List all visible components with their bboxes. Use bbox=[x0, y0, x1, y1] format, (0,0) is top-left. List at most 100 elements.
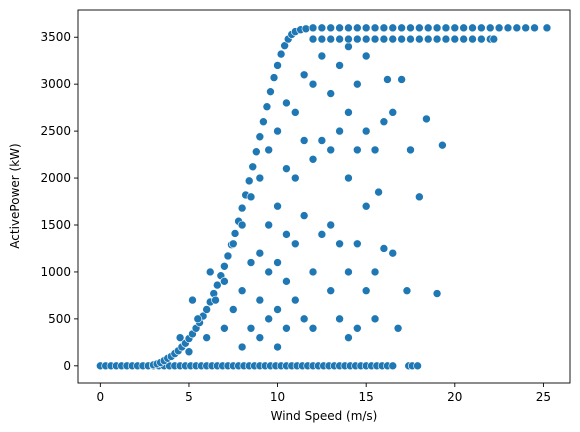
data-point bbox=[246, 323, 256, 333]
data-point bbox=[246, 258, 256, 267]
data-point bbox=[503, 23, 513, 33]
data-point bbox=[273, 342, 282, 352]
data-point bbox=[255, 295, 265, 305]
data-point bbox=[308, 323, 318, 333]
data-point bbox=[361, 51, 371, 61]
y-tick-label: 1000 bbox=[40, 265, 71, 279]
data-point bbox=[361, 34, 371, 44]
x-tick-label: 25 bbox=[536, 390, 551, 404]
data-point bbox=[273, 305, 282, 314]
data-point bbox=[361, 201, 371, 211]
data-point bbox=[477, 34, 486, 44]
data-point bbox=[326, 286, 336, 296]
data-point bbox=[379, 117, 389, 127]
data-point bbox=[335, 61, 344, 70]
data-point bbox=[388, 108, 398, 117]
data-point bbox=[542, 23, 552, 33]
data-point bbox=[379, 23, 389, 33]
data-point bbox=[237, 203, 247, 213]
data-point bbox=[205, 267, 215, 277]
data-point bbox=[317, 51, 327, 61]
data-point bbox=[353, 145, 362, 155]
data-point bbox=[290, 239, 300, 249]
data-point bbox=[344, 108, 353, 117]
data-point bbox=[477, 23, 486, 33]
data-point bbox=[264, 145, 274, 155]
data-point bbox=[273, 258, 282, 267]
data-point bbox=[237, 220, 247, 230]
data-point bbox=[344, 23, 353, 33]
data-point bbox=[317, 34, 327, 44]
data-point bbox=[317, 23, 327, 33]
data-point bbox=[282, 98, 291, 108]
data-point bbox=[432, 289, 442, 298]
data-point bbox=[299, 136, 309, 145]
data-point bbox=[202, 333, 211, 342]
data-point bbox=[276, 49, 286, 59]
data-point bbox=[237, 286, 247, 296]
data-point bbox=[353, 23, 362, 33]
data-point bbox=[423, 23, 433, 33]
data-point bbox=[413, 361, 422, 371]
data-point bbox=[230, 229, 240, 238]
data-point bbox=[255, 173, 265, 183]
data-point bbox=[383, 75, 392, 84]
data-point bbox=[422, 114, 431, 124]
data-point bbox=[266, 87, 275, 96]
data-point bbox=[264, 267, 274, 277]
data-point bbox=[290, 108, 300, 117]
y-axis-ticks: 0 500 1000 1500 2000 2500 3000 3500 bbox=[40, 30, 78, 373]
data-point bbox=[308, 154, 318, 164]
data-point bbox=[262, 102, 272, 111]
data-point bbox=[299, 211, 309, 220]
data-point bbox=[388, 34, 398, 44]
data-point bbox=[402, 286, 412, 296]
x-tick-label: 10 bbox=[270, 390, 285, 404]
data-point bbox=[273, 201, 282, 211]
data-point bbox=[282, 164, 291, 173]
data-point bbox=[353, 79, 362, 89]
data-point bbox=[370, 314, 380, 324]
data-point bbox=[317, 136, 327, 145]
data-point bbox=[468, 23, 477, 33]
data-point bbox=[264, 220, 274, 230]
data-point bbox=[248, 162, 258, 172]
data-point bbox=[485, 23, 495, 33]
data-point bbox=[494, 23, 504, 33]
data-point bbox=[335, 239, 344, 249]
data-point bbox=[397, 34, 406, 44]
data-point bbox=[269, 73, 279, 82]
data-point bbox=[406, 145, 415, 155]
data-point bbox=[361, 23, 371, 33]
data-point bbox=[388, 23, 398, 33]
data-point bbox=[397, 23, 406, 33]
data-point bbox=[388, 361, 398, 371]
data-point bbox=[335, 34, 344, 44]
data-point bbox=[512, 23, 522, 33]
data-point bbox=[326, 220, 336, 230]
y-axis-label: ActivePower (kW) bbox=[8, 143, 22, 248]
data-point bbox=[415, 192, 424, 202]
data-point bbox=[379, 34, 389, 44]
data-point bbox=[326, 23, 336, 33]
data-point bbox=[353, 34, 362, 44]
data-point bbox=[415, 34, 424, 44]
data-point bbox=[223, 251, 233, 261]
data-point bbox=[432, 23, 442, 33]
data-point bbox=[246, 192, 256, 202]
data-point bbox=[441, 34, 451, 44]
data-point bbox=[255, 248, 265, 258]
data-point bbox=[290, 295, 300, 305]
y-tick-label: 3000 bbox=[40, 77, 71, 91]
data-point bbox=[308, 23, 318, 33]
data-point bbox=[273, 126, 282, 136]
data-point bbox=[282, 230, 291, 239]
x-tick-label: 0 bbox=[97, 390, 105, 404]
data-point bbox=[370, 34, 380, 44]
data-point bbox=[335, 23, 344, 33]
series-power-curve bbox=[149, 23, 552, 370]
data-point bbox=[244, 176, 254, 186]
data-point bbox=[344, 34, 353, 44]
data-point bbox=[397, 75, 406, 84]
